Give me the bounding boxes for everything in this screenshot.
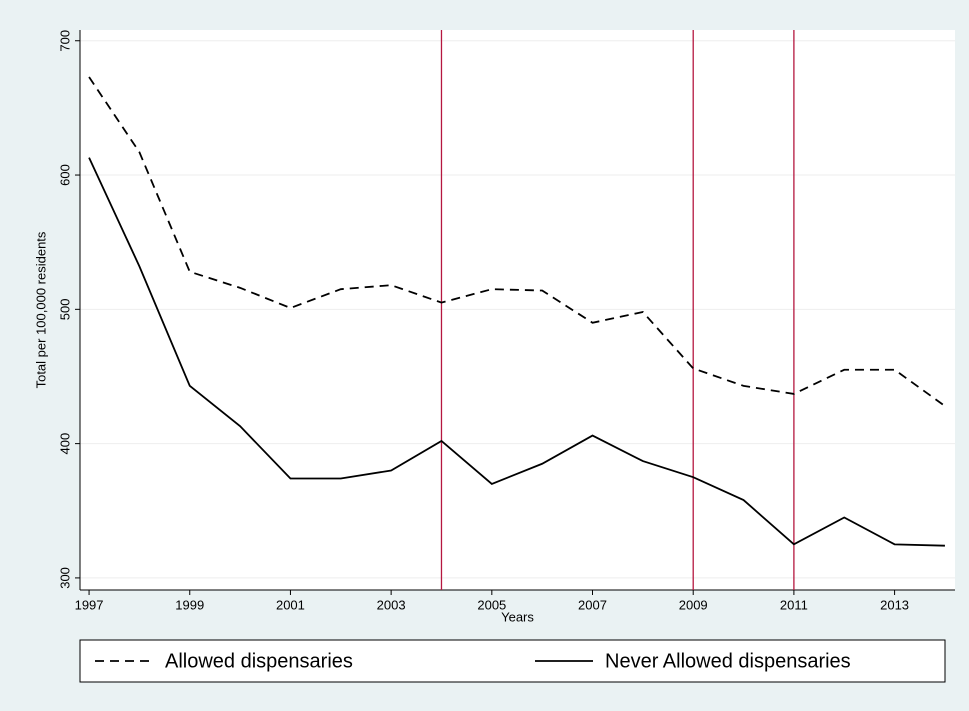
- x-tick-label: 1997: [75, 597, 104, 612]
- x-tick-label: 2001: [276, 597, 305, 612]
- y-tick-label: 700: [57, 30, 72, 52]
- legend-label: Allowed dispensaries: [165, 650, 353, 672]
- y-axis-label: Total per 100,000 residents: [33, 231, 48, 388]
- legend-label: Never Allowed dispensaries: [605, 650, 851, 672]
- y-tick-label: 500: [57, 298, 72, 320]
- y-tick-label: 400: [57, 433, 72, 455]
- x-tick-label: 2009: [679, 597, 708, 612]
- x-tick-label: 2005: [477, 597, 506, 612]
- x-tick-label: 2007: [578, 597, 607, 612]
- y-tick-label: 300: [57, 567, 72, 589]
- x-tick-label: 1999: [175, 597, 204, 612]
- x-tick-label: 2013: [880, 597, 909, 612]
- y-tick-label: 600: [57, 164, 72, 186]
- x-tick-label: 2011: [780, 597, 808, 612]
- x-tick-label: 2003: [377, 597, 406, 612]
- x-axis-label: Years: [501, 609, 534, 624]
- data-line: [88, 76, 946, 407]
- plot-area: [80, 30, 955, 590]
- legend-box: [79, 639, 946, 683]
- data-line: [88, 157, 945, 547]
